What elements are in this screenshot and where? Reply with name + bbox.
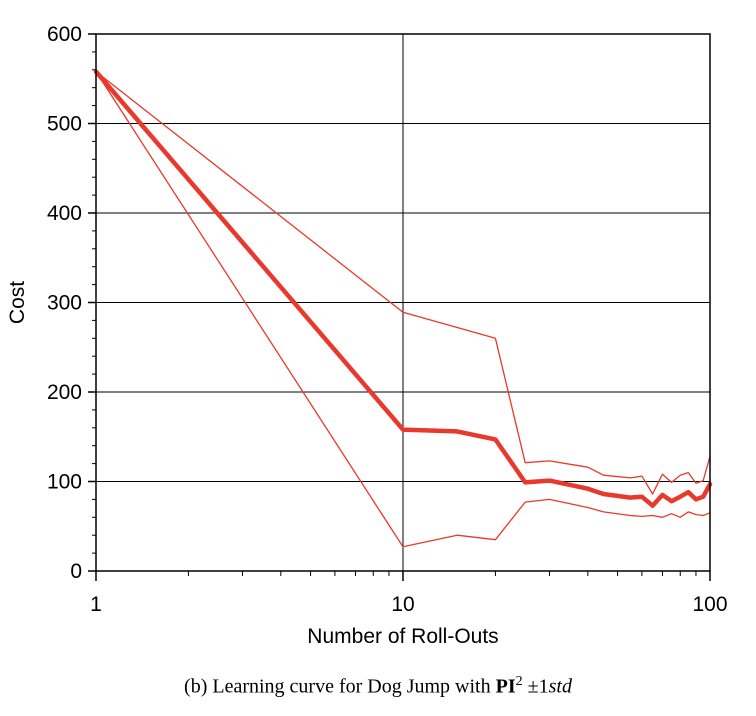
y-tick-label: 0 (70, 560, 82, 583)
y-tick-label: 600 (47, 23, 82, 46)
upper-std-line (95, 70, 711, 495)
figure-caption: (b) Learning curve for Dog Jump with PI2… (0, 674, 756, 699)
caption-italic: std (548, 675, 572, 698)
mean-cost-line (93, 69, 713, 508)
x-tick-label: 10 (391, 593, 414, 616)
caption-prefix: (b) Learning curve for Dog Jump with (184, 675, 496, 698)
caption-plusminus: ±1 (522, 675, 549, 698)
grid-lines (96, 34, 710, 571)
caption-superscript: 2 (515, 674, 523, 689)
x-tick-label: 100 (692, 593, 727, 616)
y-tick-label: 200 (47, 381, 82, 404)
y-tick-label: 300 (47, 292, 82, 315)
series-group (93, 69, 713, 548)
y-tick-label: 400 (47, 202, 82, 225)
tick-labels: 0 100 200 300 400 500 600 1 10 100 (47, 23, 728, 616)
y-axis-title: Cost (6, 281, 29, 324)
minor-ticks (88, 33, 711, 581)
y-tick-label: 100 (47, 471, 82, 494)
learning-curve-chart: 0 100 200 300 400 500 600 1 10 100 Number of Roll… (6, 23, 728, 648)
x-tick-label: 1 (90, 593, 102, 616)
plot-frame (95, 33, 711, 572)
caption-bold: PI (495, 675, 516, 698)
lower-std-line (95, 70, 711, 548)
x-axis-title: Number of Roll-Outs (307, 625, 498, 648)
y-tick-label: 500 (47, 113, 82, 136)
